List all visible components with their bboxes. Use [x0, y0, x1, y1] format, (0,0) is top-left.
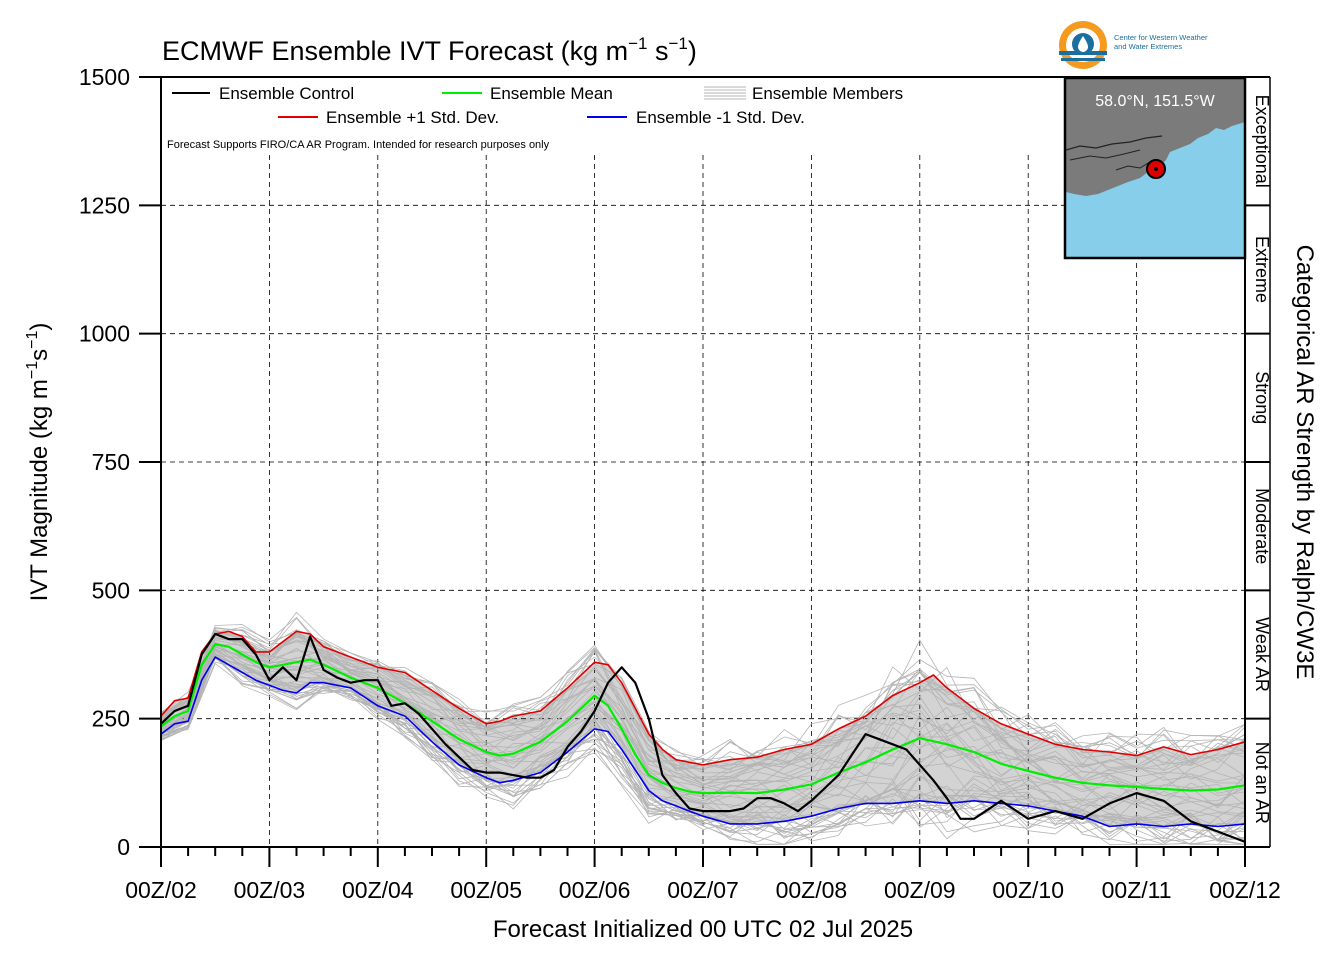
y-tick-label: 250 — [92, 706, 130, 732]
ensemble-member-line — [160, 630, 1246, 768]
ensemble-member-line — [160, 636, 1246, 785]
logo-text-line1: Center for Western Weather — [1114, 33, 1208, 42]
y-tick-label: 1500 — [79, 64, 130, 90]
ensemble-member-line — [160, 617, 1246, 772]
x-tick-label: 00Z/04 — [342, 877, 414, 903]
category-label: Weak AR — [1252, 617, 1272, 692]
y-axis-label: IVT Magnitude (kg m−1s−1) — [24, 323, 53, 602]
location-inset-map: 58.0°N, 151.5°W — [1063, 76, 1247, 260]
x-tick-label: 00Z/12 — [1209, 877, 1281, 903]
logo-text-line2: and Water Extremes — [1114, 42, 1182, 51]
axis-layer: 0 250 500 750 1000 1250 1500 00Z/02 00Z/03 00Z/04… — [79, 64, 1281, 903]
ensemble-member-line — [160, 656, 1246, 842]
ensemble-mean-line — [160, 643, 1246, 795]
x-tick-label: 00Z/06 — [559, 877, 631, 903]
legend-label-control: Ensemble Control — [219, 84, 354, 103]
cw3e-logo: Center for Western Weather and Water Ext… — [1059, 21, 1208, 69]
y-tick-label: 1000 — [79, 321, 130, 347]
ensemble-member-line — [160, 656, 1246, 842]
x-tick-label: 00Z/02 — [125, 877, 197, 903]
spread-fill-layer — [161, 631, 1245, 827]
x-tick-label: 00Z/08 — [776, 877, 848, 903]
water-drop-icon — [1078, 36, 1088, 52]
x-tick-label: 00Z/10 — [992, 877, 1064, 903]
category-label: Not an AR — [1252, 742, 1272, 824]
y-tick-label: 1250 — [79, 192, 130, 218]
legend-swatch-members — [704, 86, 746, 100]
x-tick-label: 00Z/07 — [667, 877, 739, 903]
x-axis-label: Forecast Initialized 00 UTC 02 Jul 2025 — [493, 916, 913, 943]
plus-std-line — [160, 630, 1246, 766]
legend-label-minus-std: Ensemble -1 Std. Dev. — [636, 108, 805, 127]
legend-label-plus-std: Ensemble +1 Std. Dev. — [326, 108, 499, 127]
category-label: Exceptional — [1252, 95, 1272, 188]
std-dev-spread-fill — [161, 631, 1245, 827]
ensemble-member-line — [160, 629, 1246, 766]
legend-label-mean: Ensemble Mean — [490, 84, 613, 103]
y-tick-label: 750 — [92, 449, 130, 475]
category-label: Moderate — [1252, 488, 1272, 564]
right-axis-label: Categorical AR Strength by Ralph/CW3E — [1291, 245, 1318, 680]
category-label: Strong — [1252, 371, 1272, 424]
series-layer — [160, 630, 1246, 843]
category-label: Extreme — [1252, 236, 1272, 303]
x-tick-label: 00Z/05 — [450, 877, 522, 903]
y-tick-label: 500 — [92, 577, 130, 603]
disclaimer-text: Forecast Supports FIRO/CA AR Program. In… — [167, 139, 550, 151]
ensemble-control-line — [160, 632, 1246, 843]
minus-std-line — [160, 656, 1246, 828]
ensemble-member-line — [160, 611, 1246, 771]
legend-label-members: Ensemble Members — [752, 84, 903, 103]
y-tick-label: 0 — [117, 834, 130, 860]
legend: Ensemble Control Ensemble Mean Ensemble … — [167, 84, 903, 151]
x-tick-label: 00Z/11 — [1102, 877, 1172, 903]
x-tick-label: 00Z/09 — [884, 877, 956, 903]
chart-title: ECMWF Ensemble IVT Forecast (kg m−1 s−1) — [162, 34, 697, 66]
inset-location-label: 58.0°N, 151.5°W — [1095, 93, 1215, 110]
x-tick-label: 00Z/03 — [234, 877, 306, 903]
